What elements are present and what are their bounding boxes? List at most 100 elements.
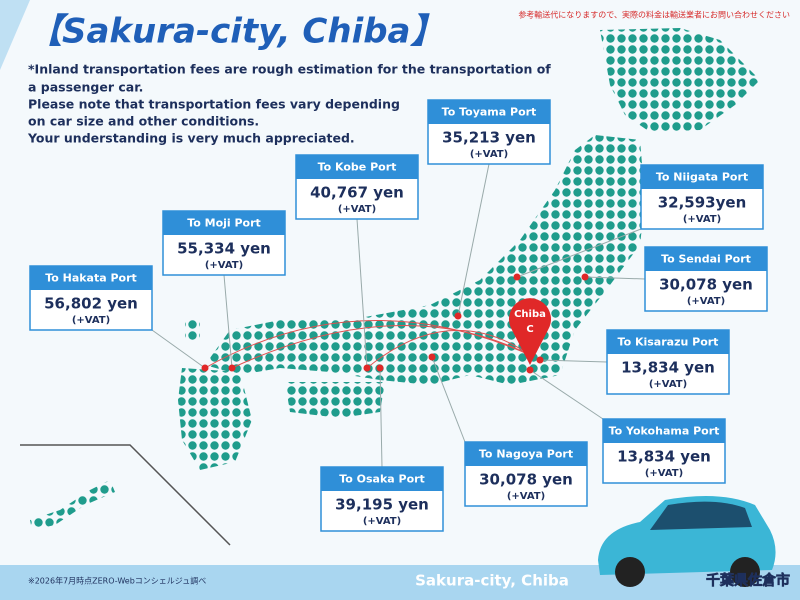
- port-box: To Kobe Port 40,767 yen (+VAT): [295, 154, 419, 220]
- box-header: [465, 442, 587, 466]
- leader-line: [431, 356, 466, 443]
- port-dot: [428, 353, 436, 361]
- car: [598, 496, 776, 587]
- port-name: To Moji Port: [187, 217, 261, 230]
- corner-decoration: [0, 0, 30, 70]
- route-arc: [231, 324, 531, 369]
- port-vat: (+VAT): [687, 296, 725, 307]
- port-vat: (+VAT): [470, 149, 508, 160]
- shikoku: [285, 382, 385, 418]
- port-box: To Hakata Port 56,802 yen (+VAT): [29, 265, 153, 331]
- port-name: To Yokohama Port: [609, 425, 720, 438]
- note: on car size and other conditions.: [28, 114, 259, 129]
- wheel: [730, 557, 760, 587]
- port-vat: (+VAT): [338, 204, 376, 215]
- routes: [151, 163, 646, 468]
- box-header: [645, 247, 767, 271]
- port-price: 56,802 yen: [44, 295, 138, 313]
- note: a passenger car.: [28, 80, 143, 95]
- leader-line: [516, 228, 642, 278]
- port-price: 13,834 yen: [621, 359, 715, 377]
- route-arc: [366, 329, 531, 369]
- port-vat: (+VAT): [507, 491, 545, 502]
- port-name: To Toyama Port: [442, 106, 537, 119]
- port-box: To Yokohama Port 13,834 yen (+VAT): [602, 418, 726, 484]
- port-price: 55,334 yen: [177, 240, 271, 258]
- port-name: To Osaka Port: [339, 473, 425, 486]
- port-box: To Moji Port 55,334 yen (+VAT): [162, 210, 286, 276]
- note: Your understanding is very much apprecia…: [27, 131, 355, 146]
- leader-line: [529, 369, 604, 420]
- pin-letter: C: [526, 324, 533, 335]
- island: [185, 318, 200, 340]
- port-name: To Niigata Port: [656, 171, 748, 184]
- port-name: To Kobe Port: [318, 161, 397, 174]
- pin-label: Chiba: [514, 309, 546, 320]
- port-vat: (+VAT): [205, 260, 243, 271]
- box-header: [607, 330, 729, 354]
- box-header: [30, 266, 152, 290]
- box-header: [296, 155, 418, 179]
- port-box: To Toyama Port 35,213 yen (+VAT): [427, 99, 551, 165]
- leader-line: [356, 218, 368, 369]
- port-price: 35,213 yen: [442, 129, 536, 147]
- leader-line: [151, 329, 206, 369]
- port-name: To Kisarazu Port: [618, 336, 719, 349]
- port-name: To Hakata Port: [45, 272, 137, 285]
- port-dot: [526, 366, 534, 374]
- port-price: 30,078 yen: [659, 276, 753, 294]
- port-box: To Nagoya Port 30,078 yen (+VAT): [464, 441, 588, 507]
- box-header: [163, 211, 285, 235]
- port-price: 30,078 yen: [479, 471, 573, 489]
- port-vat: (+VAT): [363, 516, 401, 527]
- kyushu: [178, 368, 252, 470]
- leader-line: [584, 276, 646, 280]
- chiba-pin: Chiba C: [509, 298, 552, 365]
- port-name: To Sendai Port: [661, 253, 751, 266]
- port-dot: [201, 364, 209, 372]
- note: *Inland transportation fees are rough es…: [28, 62, 551, 77]
- car-window: [650, 501, 752, 530]
- port-box: To Kisarazu Port 13,834 yen (+VAT): [606, 329, 730, 395]
- port-price: 32,593yen: [658, 194, 747, 212]
- port-dot: [228, 364, 236, 372]
- hokkaido: [600, 28, 760, 132]
- okinawa: [30, 480, 115, 530]
- okinawa-divider: [20, 444, 231, 546]
- port-vat: (+VAT): [683, 214, 721, 225]
- box-header: [603, 419, 725, 443]
- box-header: [321, 467, 443, 491]
- port-box: To Niigata Port 32,593yen (+VAT): [640, 164, 764, 230]
- port-dot: [536, 356, 544, 364]
- footer-location: Sakura-city, Chiba: [415, 572, 569, 590]
- port-vat: (+VAT): [645, 468, 683, 479]
- leader-line: [379, 367, 383, 468]
- title: 【Sakura-city, Chiba】: [28, 12, 445, 52]
- box-header: [428, 100, 550, 124]
- box-header: [641, 165, 763, 189]
- port-dot: [513, 273, 521, 281]
- port-name: To Nagoya Port: [479, 448, 573, 461]
- footer-location-ja: 千葉県佐倉市: [706, 572, 790, 589]
- disclaimer: 参考輸送代になりますので、実際の料金は輸送業者にお問い合わせください: [518, 10, 790, 20]
- port-price: 13,834 yen: [617, 448, 711, 466]
- port-price: 39,195 yen: [335, 496, 429, 514]
- port-dot: [454, 312, 462, 320]
- port-box: To Sendai Port 30,078 yen (+VAT): [644, 246, 768, 312]
- leader-line: [457, 163, 490, 317]
- port-dot: [581, 273, 589, 281]
- pin-shape: [509, 298, 552, 365]
- port-dot: [363, 364, 371, 372]
- port-dot: [376, 364, 384, 372]
- source: ※2026年7月時点ZERO-Webコンシェルジュ調べ: [28, 576, 206, 586]
- port-price: 40,767 yen: [310, 184, 404, 202]
- port-vat: (+VAT): [72, 315, 110, 326]
- leader-line: [223, 274, 233, 369]
- port-box: To Osaka Port 39,195 yen (+VAT): [320, 466, 444, 532]
- note: Please note that transportation fees var…: [28, 97, 400, 112]
- wheel: [615, 557, 645, 587]
- port-vat: (+VAT): [649, 379, 687, 390]
- leader-line: [539, 359, 608, 363]
